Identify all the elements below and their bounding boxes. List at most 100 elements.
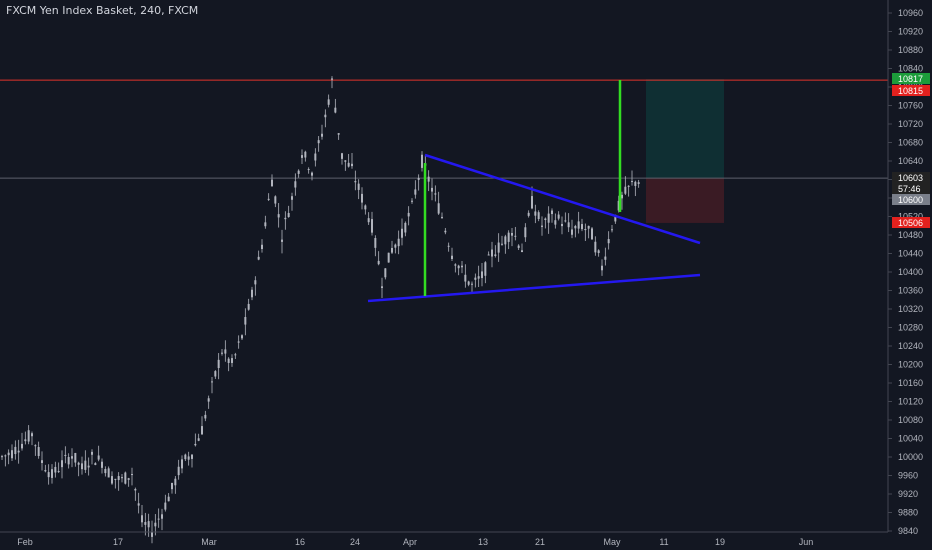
candle-body xyxy=(24,439,27,442)
candle xyxy=(437,191,440,215)
price-tag-bg xyxy=(892,85,930,96)
candle-body xyxy=(531,196,533,209)
candle-body xyxy=(237,341,240,343)
candle-body xyxy=(464,274,467,282)
candle xyxy=(351,153,353,169)
candle-body xyxy=(164,502,167,510)
candle-body xyxy=(271,179,273,187)
candle-body xyxy=(81,463,83,470)
candle-body xyxy=(141,515,143,523)
price-tag-red: 10506 xyxy=(892,217,930,228)
candle-body xyxy=(454,264,457,266)
candle-body xyxy=(7,452,10,456)
candle-body xyxy=(44,470,47,472)
candle xyxy=(244,308,247,336)
candle-body xyxy=(441,216,443,218)
candle xyxy=(317,136,320,152)
candle xyxy=(291,192,293,211)
candle-body xyxy=(367,218,370,223)
candle-body xyxy=(467,281,470,285)
candle xyxy=(71,448,73,468)
time-tick-label: 17 xyxy=(113,537,123,547)
triangle-lower-line xyxy=(367,273,701,303)
candle-body xyxy=(14,446,17,455)
candle xyxy=(414,180,417,199)
candle-body xyxy=(321,133,323,137)
candle-body xyxy=(634,181,637,186)
candle-body xyxy=(234,354,237,356)
price-tick-label: 10640 xyxy=(898,156,923,166)
candle-body xyxy=(361,193,363,203)
price-tag-text: 10815 xyxy=(898,86,923,96)
candle-body xyxy=(297,170,300,174)
candle-body xyxy=(444,230,447,233)
candle xyxy=(467,280,470,287)
candle xyxy=(491,241,493,268)
price-tag-green: 10817 xyxy=(892,73,930,84)
candle xyxy=(101,458,103,474)
candle-body xyxy=(294,181,297,188)
candle xyxy=(574,224,577,238)
candle-body xyxy=(177,466,180,476)
candle-body xyxy=(64,454,67,456)
candle-body xyxy=(557,214,560,219)
time-tick-label: May xyxy=(603,537,621,547)
candle-body xyxy=(87,465,90,468)
price-tick-label: 10160 xyxy=(898,378,923,388)
candle xyxy=(17,439,20,464)
candle xyxy=(134,487,137,501)
candle-body xyxy=(364,205,367,210)
candle xyxy=(277,203,280,228)
candle-body xyxy=(71,456,73,459)
candle-body xyxy=(154,522,157,527)
candle-body xyxy=(27,430,30,442)
candle xyxy=(371,211,373,236)
candle-body xyxy=(51,469,53,478)
candle xyxy=(624,176,627,196)
candle-body xyxy=(57,471,60,473)
candle-body xyxy=(587,225,590,229)
candle xyxy=(51,464,53,484)
candle-body xyxy=(311,172,313,176)
candle xyxy=(441,212,443,220)
candle xyxy=(464,264,467,288)
candle-body xyxy=(34,445,37,447)
candle-body xyxy=(247,303,250,310)
candle-body xyxy=(434,193,437,195)
price-tag-red: 10815 xyxy=(892,85,930,96)
candle xyxy=(77,461,80,477)
price-tick-label: 10520 xyxy=(898,212,923,222)
candle xyxy=(634,180,637,197)
candle xyxy=(307,167,310,174)
candle-body xyxy=(607,239,610,244)
candle-body xyxy=(581,224,583,230)
candle-body xyxy=(497,242,500,253)
candle xyxy=(97,445,100,462)
candle-body xyxy=(281,239,283,242)
candle-body xyxy=(474,277,477,280)
candle xyxy=(87,457,90,476)
price-tick-label: 10480 xyxy=(898,230,923,240)
candle-body xyxy=(601,265,603,271)
price-tick-label: 10240 xyxy=(898,341,923,351)
candle-body xyxy=(317,140,320,144)
candle xyxy=(111,471,113,485)
candle xyxy=(314,148,317,167)
candle xyxy=(191,454,193,468)
candle xyxy=(131,467,133,486)
candle-body xyxy=(127,478,130,480)
stop-zone xyxy=(646,178,724,223)
candle xyxy=(251,286,253,301)
candle-body xyxy=(11,450,13,459)
candle-body xyxy=(391,247,393,253)
price-tag-text: 10600 xyxy=(898,195,923,205)
time-tick-label: Jun xyxy=(799,537,814,547)
candle-body xyxy=(617,200,620,211)
candle-body xyxy=(277,214,280,218)
candle-body xyxy=(214,371,217,377)
candle xyxy=(261,239,263,253)
candle xyxy=(457,264,460,276)
candle xyxy=(501,235,503,246)
price-tag-bg xyxy=(892,194,930,205)
